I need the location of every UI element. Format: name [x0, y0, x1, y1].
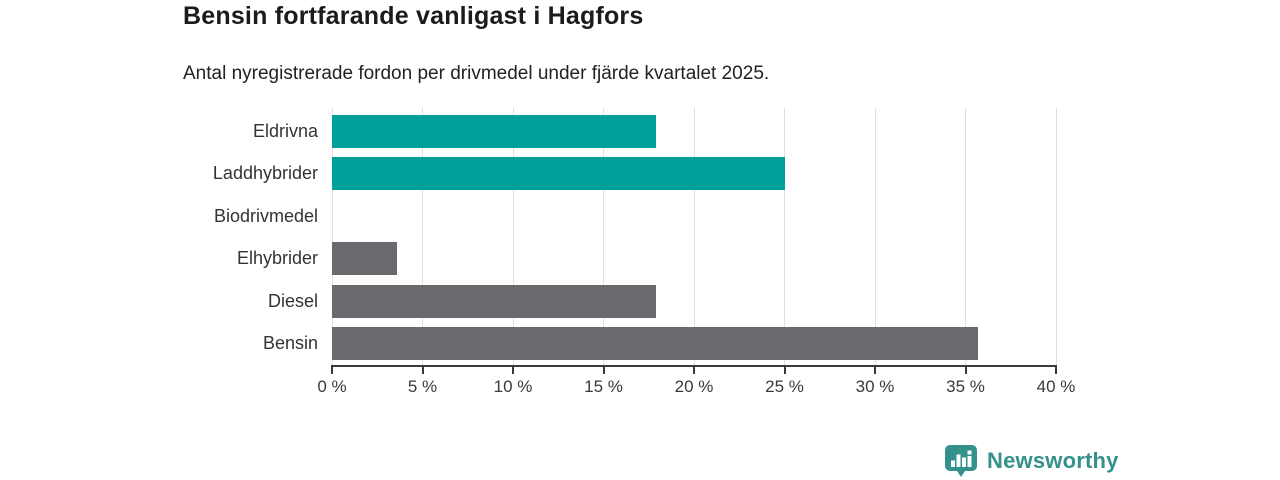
x-tick-label-10: 10 %: [493, 377, 533, 396]
x-tick-40: [1055, 365, 1057, 374]
x-tick-label-0: 0 %: [317, 377, 347, 396]
bar-diesel: [332, 284, 656, 318]
newsworthy-bar-chart-pin-icon: [945, 445, 977, 477]
bar-laddhybrider: [332, 157, 785, 191]
x-tick-35: [964, 365, 967, 374]
gridline-30-percent: [874, 108, 876, 365]
bar-elhybrider: [332, 242, 398, 276]
x-tick-25: [783, 365, 786, 374]
x-tick-10: [512, 365, 514, 374]
gridline-20-percent: [693, 108, 695, 365]
x-tick-label-5: 5 %: [407, 377, 438, 396]
chart-subtitle: Antal nyregistrerade fordon per drivmede…: [183, 63, 770, 84]
x-tick-0: [331, 365, 333, 374]
x-axis: 0 % 5 % 10 % 15 % 20 % 25 % 30 % 35 % 40 %: [317, 365, 1075, 405]
gridline-0-percent: [331, 108, 333, 365]
x-tick-label-30: 30 %: [855, 377, 895, 396]
category-label-bensin: Bensin: [262, 333, 318, 354]
category-label-elhybrider: Elhybrider: [236, 248, 318, 269]
x-tick-20: [693, 365, 695, 374]
x-tick-label-20: 20 %: [674, 377, 714, 396]
plot-area: [331, 108, 1057, 365]
x-tick-label-15: 15 %: [584, 377, 623, 396]
category-label-laddhybrider: Laddhybrider: [212, 163, 318, 184]
bar-bensin: [332, 327, 979, 361]
chart-title: Bensin fortfarande vanligast i Hagfors: [183, 2, 644, 30]
gridline-5-percent: [422, 108, 423, 365]
category-label-biodrivmedel: Biodrivmedel: [213, 205, 318, 226]
gridline-15-percent: [603, 108, 604, 365]
x-tick-label-40: 40 %: [1036, 377, 1076, 396]
newsworthy-logo: Newsworthy: [944, 444, 1119, 478]
newsworthy-logo-text: Newsworthy: [987, 448, 1119, 473]
category-label-eldrivna: Eldrivna: [252, 120, 318, 141]
gridline-25-percent: [784, 108, 785, 365]
x-tick-30: [874, 365, 876, 374]
category-labels: Eldrivna Laddhybrider Biodrivmedel Elhybrid…: [0, 110, 318, 365]
gridline-35-percent: [965, 108, 966, 365]
x-tick-label-35: 35 %: [946, 377, 985, 396]
gridline-40-percent: [1055, 108, 1057, 365]
gridline-10-percent: [512, 108, 514, 365]
category-label-diesel: Diesel: [267, 290, 318, 311]
x-tick-5: [421, 365, 424, 374]
x-tick-15: [602, 365, 605, 374]
x-tick-label-25: 25 %: [765, 377, 804, 396]
bar-eldrivna: [332, 114, 656, 148]
